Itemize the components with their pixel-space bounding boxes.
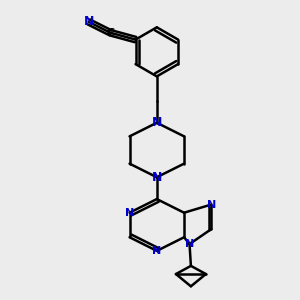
Text: N: N bbox=[152, 246, 161, 256]
Text: N: N bbox=[152, 116, 162, 129]
Text: N: N bbox=[125, 208, 134, 218]
Text: N: N bbox=[83, 15, 94, 28]
Text: N: N bbox=[185, 239, 194, 249]
Text: N: N bbox=[207, 200, 216, 209]
Text: C: C bbox=[106, 28, 115, 38]
Text: N: N bbox=[152, 171, 162, 184]
